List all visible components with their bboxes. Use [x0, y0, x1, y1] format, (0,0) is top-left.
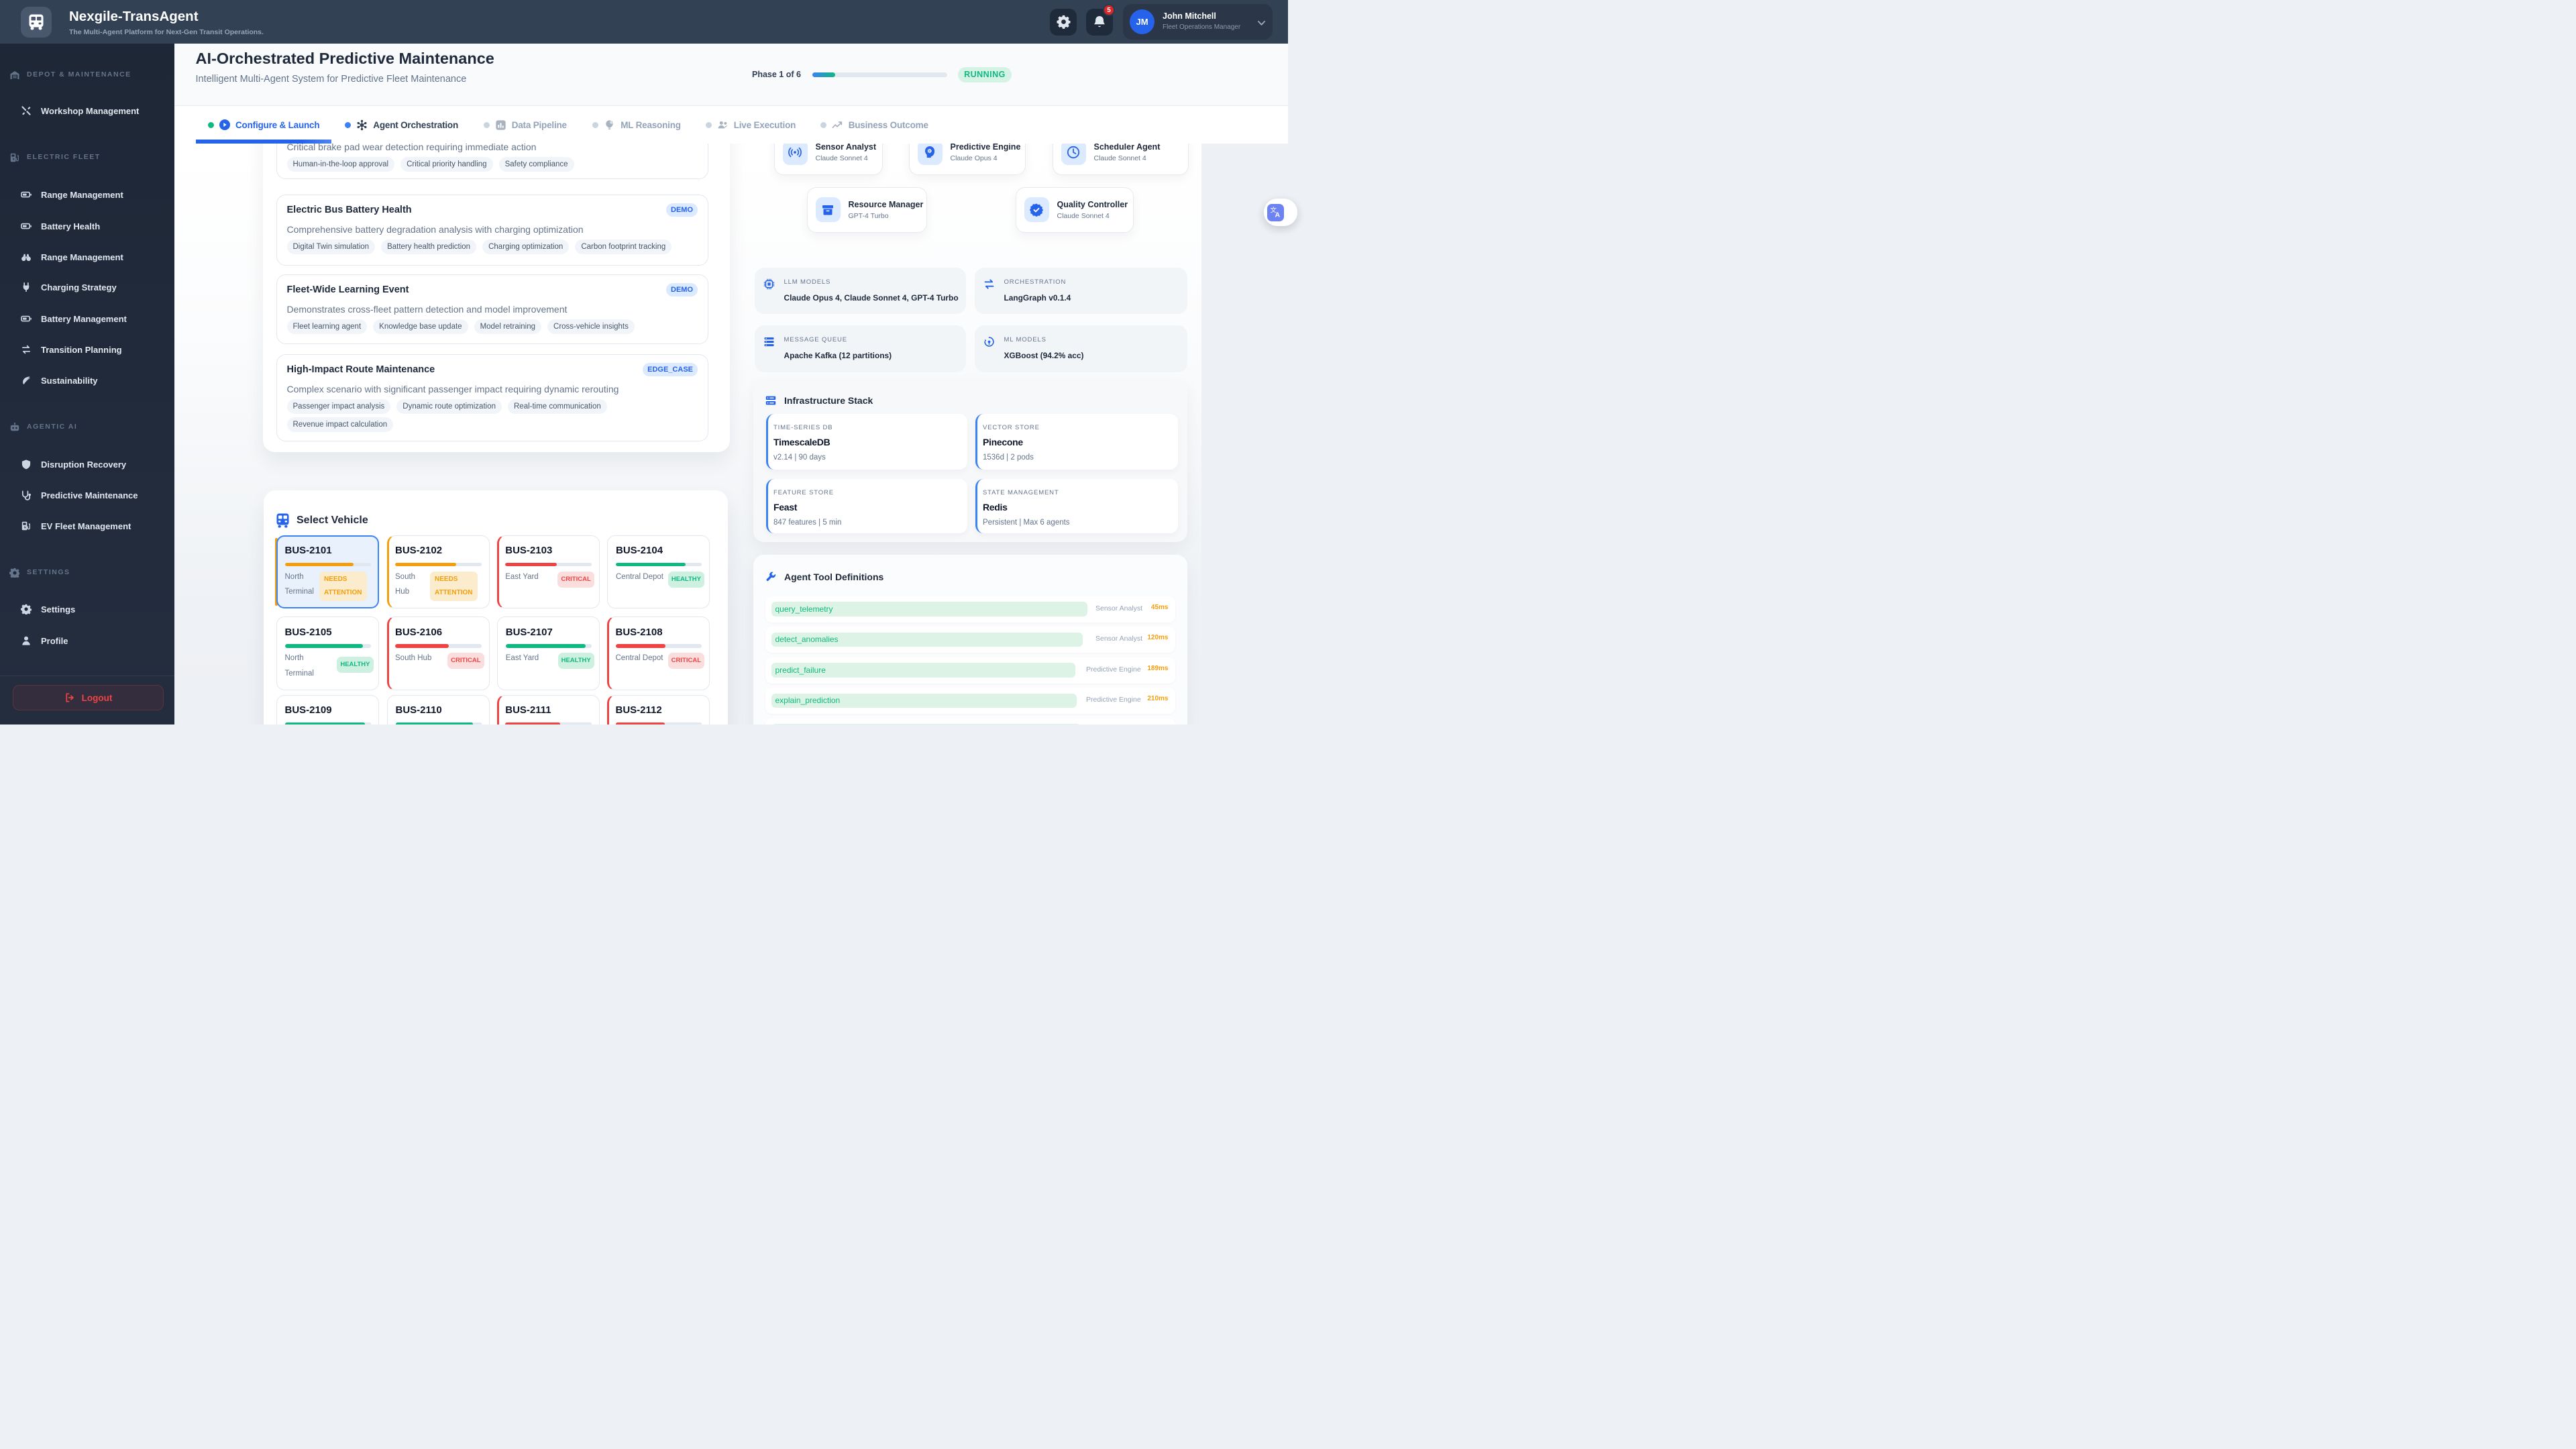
svg-text:文: 文: [1271, 207, 1277, 215]
svg-text:A: A: [1275, 211, 1281, 219]
